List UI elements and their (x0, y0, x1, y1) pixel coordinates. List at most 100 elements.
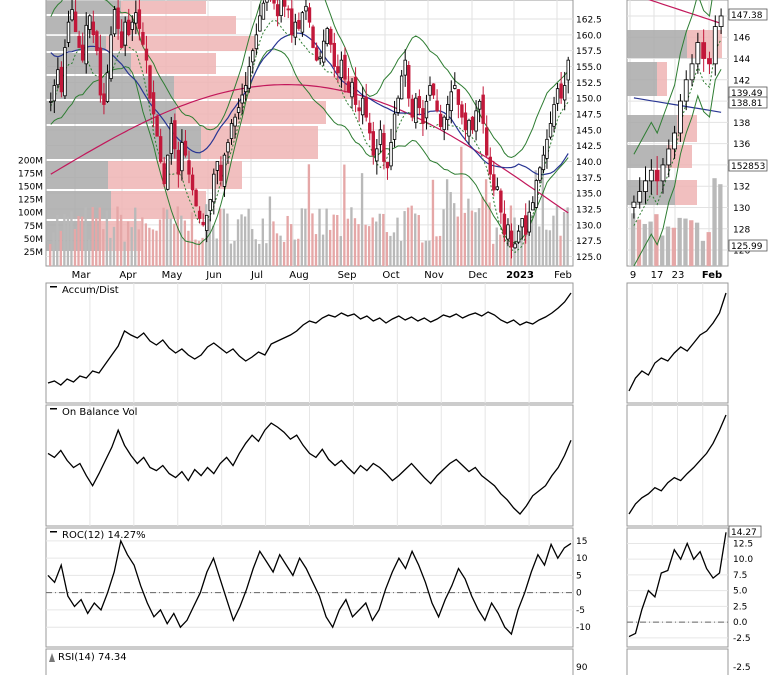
candle-body (534, 180, 539, 208)
volume-tick-label: 50M (24, 235, 43, 245)
detail-date-axis: 9 17 23 Feb (630, 270, 722, 281)
volume-bar (84, 207, 87, 266)
detail-volume-bar (636, 219, 642, 266)
detail-parabolic-sar (633, 39, 722, 226)
candle-body (368, 122, 372, 134)
candle-body (481, 94, 485, 124)
volume-bar (282, 241, 286, 266)
volume-bar (279, 235, 282, 266)
detail-volume-bar (706, 232, 711, 266)
detail-roc-tick: 10.0 (733, 555, 753, 565)
roc-tick-label: -5 (576, 606, 585, 616)
candle-body (88, 15, 92, 30)
candle-body (70, 9, 74, 21)
candle-body (431, 83, 436, 96)
candle-body (463, 112, 468, 131)
vbp-red-bar (176, 101, 326, 124)
candle-body (137, 9, 142, 29)
candle-body (321, 40, 326, 63)
volume-bar (176, 206, 179, 266)
volume-bar (520, 224, 523, 266)
detail-roc-panel: -2.5 0.0 2.5 5.0 7.5 10.0 12.5 14.27 (626, 525, 762, 648)
detail-volume-bar (689, 220, 694, 266)
candle-body (141, 32, 145, 45)
volume-bar (307, 164, 311, 266)
candle-body (495, 186, 500, 190)
volume-bar (162, 207, 165, 266)
candle-body (205, 214, 209, 231)
volume-bar (265, 243, 268, 266)
detail-accum-dist-panel (626, 282, 729, 404)
candle-body (329, 28, 333, 45)
volume-bar (59, 230, 62, 266)
candle-body (548, 123, 553, 138)
candle-body (336, 66, 340, 74)
vbp-red-bar (121, 1, 206, 14)
volume-bar (261, 218, 264, 266)
indicator-line (47, 422, 572, 515)
candle-body (77, 35, 81, 48)
volume-bar (268, 196, 272, 266)
candle-body (531, 202, 535, 211)
volume-bar (336, 214, 339, 266)
vbp-red-bar (201, 126, 318, 159)
detail-roc-tick: 7.5 (733, 571, 747, 581)
detail-bollinger-upper (633, 0, 713, 155)
volume-bar (300, 208, 303, 266)
volume-bar (105, 210, 109, 266)
volume-bar (77, 216, 80, 266)
detail-candle-body (637, 191, 643, 203)
volume-bar (126, 221, 130, 266)
vbp-gray-bar (46, 161, 108, 189)
detail-candle-body (643, 180, 648, 192)
volume-bar (290, 224, 293, 266)
candle-body (538, 167, 542, 181)
detail-candle-body (672, 132, 677, 150)
detail-rsi-tick-90: -2.5 (733, 663, 751, 673)
volume-bar (410, 205, 413, 266)
volume-bar (219, 208, 222, 266)
volume-bar (297, 238, 300, 266)
candle-body (247, 66, 251, 89)
price-tick-label: 142.5 (576, 142, 602, 152)
detail-date-label: 17 (651, 270, 664, 281)
indicator-line (47, 292, 572, 386)
indicator-line (628, 292, 727, 392)
vbp-gray-bar (46, 1, 121, 14)
volume-bar (70, 211, 73, 266)
volume-bar (229, 243, 233, 266)
volume-bar (66, 216, 70, 266)
detail-candle-body (683, 79, 689, 102)
volume-bar (52, 232, 55, 266)
detail-date-label: Feb (702, 270, 722, 281)
volume-bar (91, 207, 94, 266)
volume-bar (566, 207, 569, 266)
volume-bar (251, 229, 254, 266)
volume-bar (311, 213, 314, 266)
volume-bar (382, 213, 385, 266)
detail-volume-bar (683, 218, 688, 266)
detail-candle-body (678, 100, 683, 134)
candle-body (396, 97, 400, 113)
detail-volume-bar (660, 235, 665, 266)
volume-bar (438, 235, 442, 266)
candle-body (559, 83, 563, 99)
detail-roc-axis: -2.5 0.0 2.5 5.0 7.5 10.0 12.5 (733, 539, 753, 643)
candle-body (119, 31, 124, 48)
candle-body (73, 11, 78, 33)
candle-body (516, 230, 521, 243)
volume-bar (190, 212, 194, 266)
detail-volume-bar (654, 214, 659, 266)
detail-value-label-box (728, 159, 768, 172)
volume-bar (399, 240, 403, 266)
candle-body (84, 24, 88, 65)
candle-body (197, 210, 202, 219)
volume-bar (488, 202, 491, 266)
candle-body (442, 116, 446, 130)
detail-price-tick: 146 (733, 34, 750, 44)
candle-body (215, 161, 220, 171)
volume-bar (325, 208, 328, 266)
volume-bar (80, 216, 84, 266)
volume-bar (467, 198, 470, 266)
volume-bar (470, 210, 474, 266)
